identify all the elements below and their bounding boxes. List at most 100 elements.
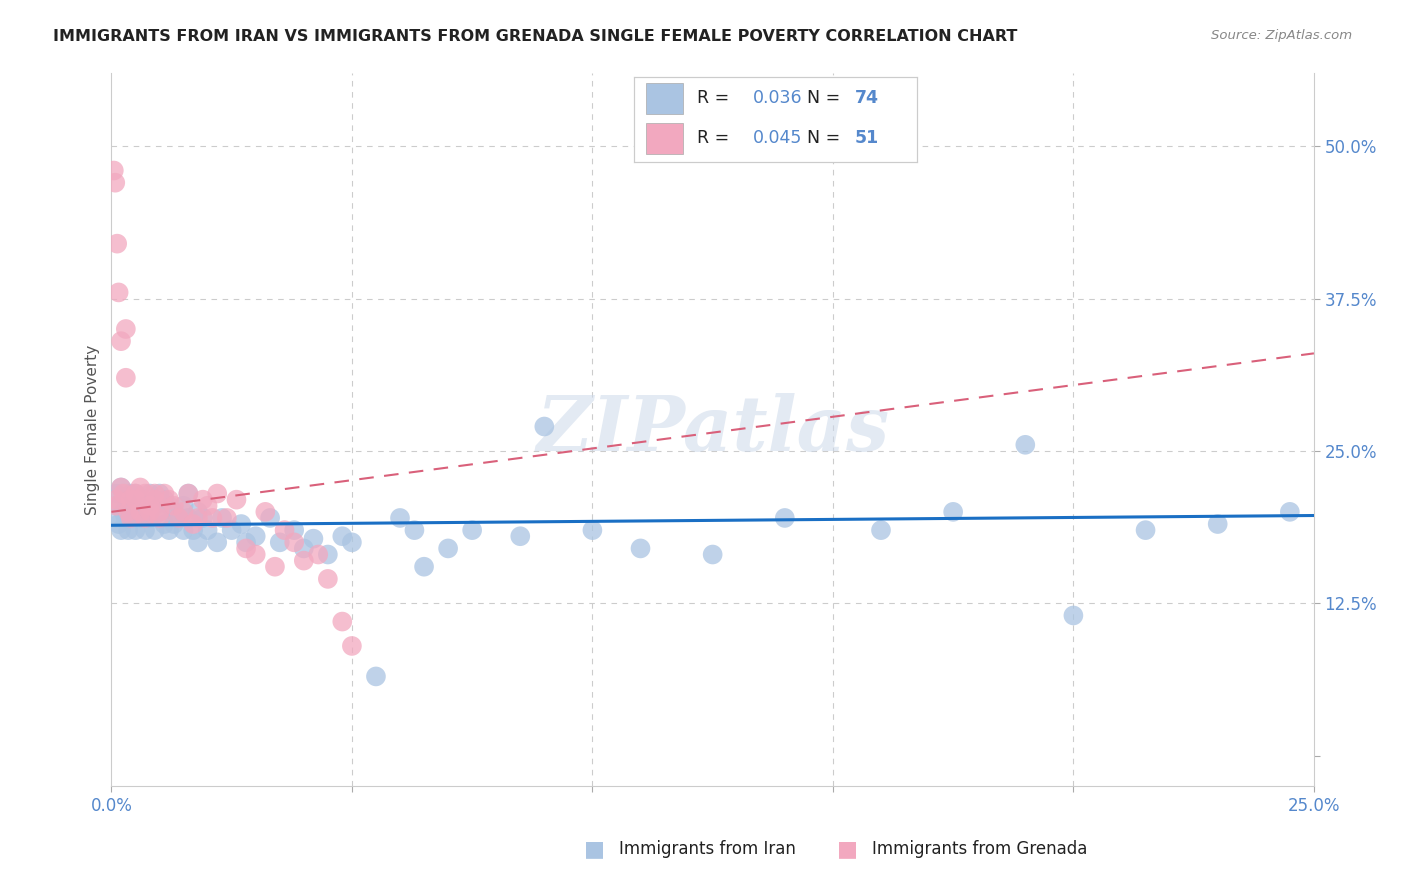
Point (173, 505, 195, 519)
Y-axis label: Single Female Poverty: Single Female Poverty (86, 344, 100, 515)
Text: Source: ZipAtlas.com: Source: ZipAtlas.com (1212, 29, 1353, 43)
Point (148, 511, 170, 525)
Point (197, 523, 219, 537)
Point (120, 511, 142, 525)
Point (283, 523, 305, 537)
Point (173, 499, 195, 513)
Point (245, 548, 267, 562)
Point (942, 505, 965, 519)
Point (115, 322, 138, 336)
Point (630, 541, 652, 556)
Point (157, 523, 180, 537)
Text: ■: ■ (583, 839, 605, 859)
Point (461, 523, 484, 537)
Point (870, 523, 893, 537)
Point (235, 535, 257, 549)
Point (181, 516, 204, 531)
Point (533, 419, 555, 434)
Point (112, 505, 135, 519)
Point (330, 529, 353, 543)
Point (1014, 438, 1036, 452)
Point (129, 511, 152, 525)
Point (364, 669, 387, 683)
Point (157, 492, 180, 507)
Point (148, 505, 170, 519)
Point (187, 511, 209, 525)
Point (437, 541, 460, 556)
Point (259, 511, 281, 525)
Point (124, 486, 146, 500)
Point (167, 511, 190, 525)
Point (110, 334, 132, 348)
Point (177, 511, 200, 525)
Point (221, 523, 243, 537)
Point (181, 523, 204, 537)
Point (283, 535, 305, 549)
Point (105, 492, 128, 507)
Point (107, 516, 129, 531)
Point (117, 505, 139, 519)
Point (115, 511, 138, 525)
Point (139, 505, 162, 519)
Point (124, 486, 146, 500)
Point (211, 511, 233, 525)
Point (581, 523, 603, 537)
Point (264, 559, 287, 574)
Point (1206, 516, 1229, 531)
Point (191, 492, 214, 507)
Point (120, 511, 142, 525)
Point (413, 559, 436, 574)
Point (139, 486, 162, 500)
Point (153, 492, 176, 507)
Point (207, 486, 229, 500)
Point (177, 486, 200, 500)
Point (191, 511, 214, 525)
Point (173, 523, 195, 537)
Point (105, 499, 128, 513)
Point (225, 492, 247, 507)
Point (148, 505, 170, 519)
Point (115, 370, 138, 384)
Point (231, 516, 253, 531)
Point (143, 492, 166, 507)
Point (702, 548, 724, 562)
Point (104, 176, 127, 190)
Point (104, 511, 127, 525)
Point (124, 505, 146, 519)
Text: Immigrants from Grenada: Immigrants from Grenada (872, 840, 1087, 858)
Point (105, 236, 128, 251)
Point (112, 486, 135, 500)
Point (105, 486, 128, 500)
Point (292, 553, 315, 567)
Point (340, 535, 363, 549)
Point (1135, 523, 1157, 537)
Point (103, 163, 125, 178)
Point (117, 523, 139, 537)
Point (773, 511, 796, 525)
Point (107, 285, 129, 300)
Point (404, 523, 426, 537)
Point (245, 529, 267, 543)
Point (389, 511, 412, 525)
Text: ZIPatlas: ZIPatlas (536, 392, 889, 467)
Text: Immigrants from Iran: Immigrants from Iran (619, 840, 796, 858)
Point (129, 480, 152, 494)
Point (148, 486, 170, 500)
Point (1062, 608, 1084, 623)
Point (187, 535, 209, 549)
Point (197, 499, 219, 513)
Point (134, 486, 156, 500)
Point (120, 486, 142, 500)
Text: ■: ■ (837, 839, 858, 859)
Point (1278, 505, 1301, 519)
Point (157, 499, 180, 513)
Point (292, 541, 315, 556)
Point (139, 499, 162, 513)
Point (163, 499, 186, 513)
Point (316, 548, 339, 562)
Point (153, 516, 176, 531)
Point (105, 499, 128, 513)
Point (187, 505, 209, 519)
Point (215, 511, 238, 525)
Point (273, 523, 295, 537)
